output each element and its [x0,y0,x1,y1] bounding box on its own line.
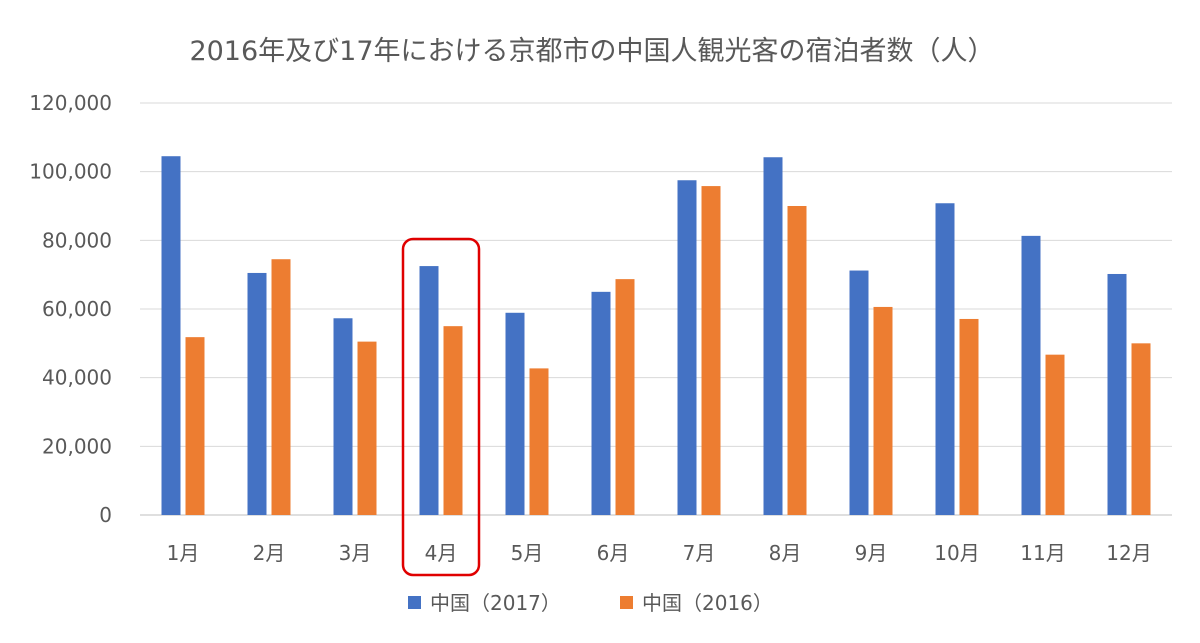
y-tick-label: 20,000 [42,434,112,458]
x-tick-label: 4月 [425,541,458,565]
bar-2016-9 [873,306,893,515]
y-tick-label: 80,000 [42,228,112,252]
x-tick-label: 8月 [769,541,802,565]
bar-2016-5 [529,368,549,515]
bar-2017-4 [419,266,439,515]
y-tick-label: 100,000 [29,160,112,184]
x-tick-label: 6月 [597,541,630,565]
bar-2017-2 [247,272,267,515]
bar-2017-3 [333,318,353,515]
legend: 中国（2017） 中国（2016） [408,591,773,615]
legend-label: 中国（2016） [642,591,773,615]
bar-2017-5 [505,312,525,515]
bars [161,156,1151,515]
x-tick-label: 1月 [167,541,200,565]
chart-title: 2016年及び17年における京都市の中国人観光客の宿泊者数（人） [189,36,994,67]
x-tick-label: 10月 [934,541,979,565]
x-tick-label: 9月 [855,541,888,565]
legend-swatch [408,596,421,609]
bar-2016-3 [357,341,377,515]
bar-2016-8 [787,206,807,515]
x-tick-label: 7月 [683,541,716,565]
highlight-box [401,237,481,577]
bar-2017-10 [935,203,955,515]
bar-2016-10 [959,318,979,515]
x-axis-ticks: 1月 2月 3月 4月 5月 6月 7月 8月 9月 10月 11月 12月 [167,541,1152,565]
bar-2017-1 [161,156,181,515]
bar-2017-7 [677,180,697,515]
bar-2017-6 [591,291,611,515]
legend-label: 中国（2017） [430,591,561,615]
highlight-rectangle [401,237,481,577]
y-tick-label: 0 [99,503,112,527]
x-tick-label: 11月 [1020,541,1065,565]
x-tick-label: 12月 [1106,541,1151,565]
y-tick-label: 120,000 [29,91,112,115]
bar-2016-2 [271,259,291,515]
bar-2017-12 [1107,273,1127,515]
bar-2016-11 [1045,354,1065,515]
x-tick-label: 3月 [339,541,372,565]
x-tick-label: 5月 [511,541,544,565]
y-tick-label: 60,000 [42,297,112,321]
gridlines [140,102,1172,516]
y-axis-ticks: 0 20,000 40,000 60,000 80,000 100,000 120,000 [29,91,112,527]
legend-swatch [620,596,633,609]
bar-2016-1 [185,337,205,515]
bar-2016-12 [1131,343,1151,515]
bar-2017-8 [763,157,783,515]
bar-2016-4 [443,326,463,515]
y-tick-label: 40,000 [42,366,112,390]
bar-2016-7 [701,186,721,515]
bar-2017-9 [849,270,869,515]
bar-2016-6 [615,279,635,515]
bar-2017-11 [1021,235,1041,515]
x-tick-label: 2月 [253,541,286,565]
